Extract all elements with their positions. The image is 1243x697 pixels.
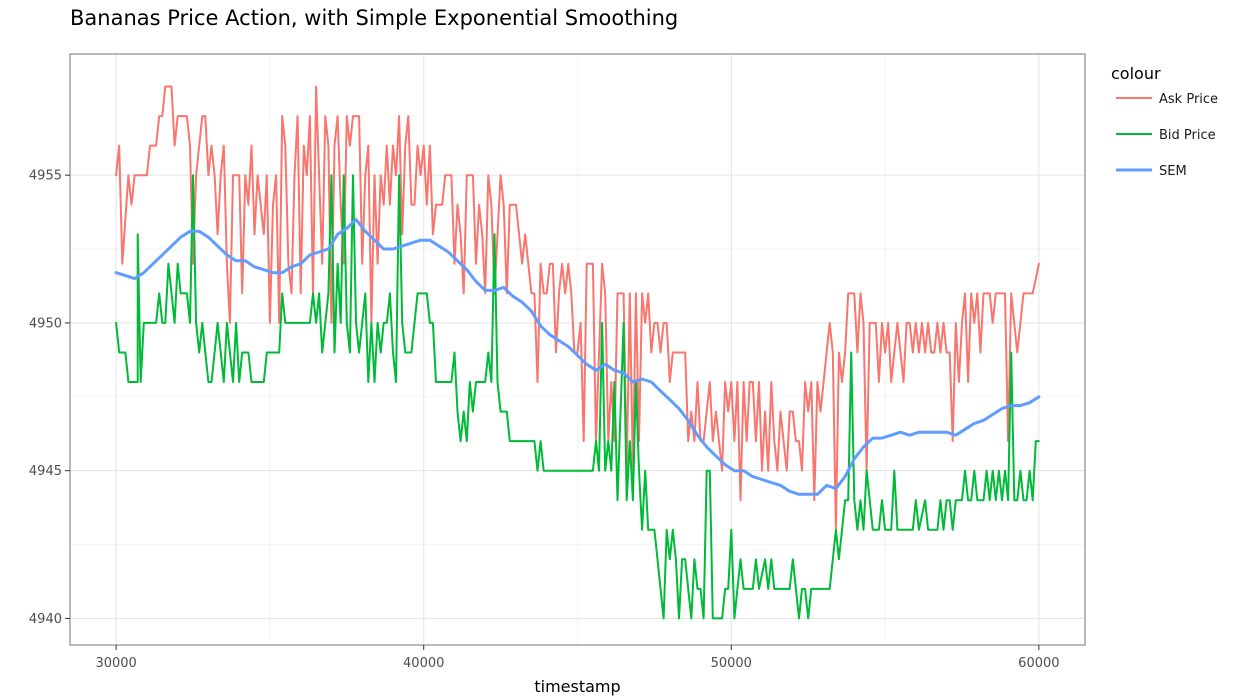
- legend: colour Ask Price Bid Price SEM: [1111, 64, 1218, 179]
- legend-title: colour: [1111, 64, 1161, 83]
- x-tick-label: 30000: [95, 656, 136, 671]
- chart-title: Bananas Price Action, with Simple Expone…: [70, 6, 679, 30]
- x-tick-label: 50000: [711, 656, 752, 671]
- legend-label: Bid Price: [1159, 128, 1216, 143]
- series-lines: [114, 85, 1041, 620]
- series-line-ask-price: [115, 85, 1040, 531]
- x-axis-title: timestamp: [534, 677, 620, 696]
- axis-ticks: 30000 40000 50000 60000 4940 4945 4950 4955: [29, 169, 1060, 671]
- legend-label: Ask Price: [1159, 92, 1218, 107]
- x-tick-label: 40000: [403, 656, 444, 671]
- y-tick-label: 4945: [29, 464, 62, 479]
- y-tick-label: 4955: [29, 169, 62, 184]
- y-tick-label: 4940: [29, 612, 62, 627]
- legend-label: SEM: [1159, 164, 1187, 179]
- series-line-sem: [114, 218, 1041, 496]
- x-tick-label: 60000: [1018, 656, 1059, 671]
- y-tick-label: 4950: [29, 316, 62, 331]
- plot-panel-border: [69, 53, 1086, 646]
- series-line-bid-price: [115, 174, 1040, 620]
